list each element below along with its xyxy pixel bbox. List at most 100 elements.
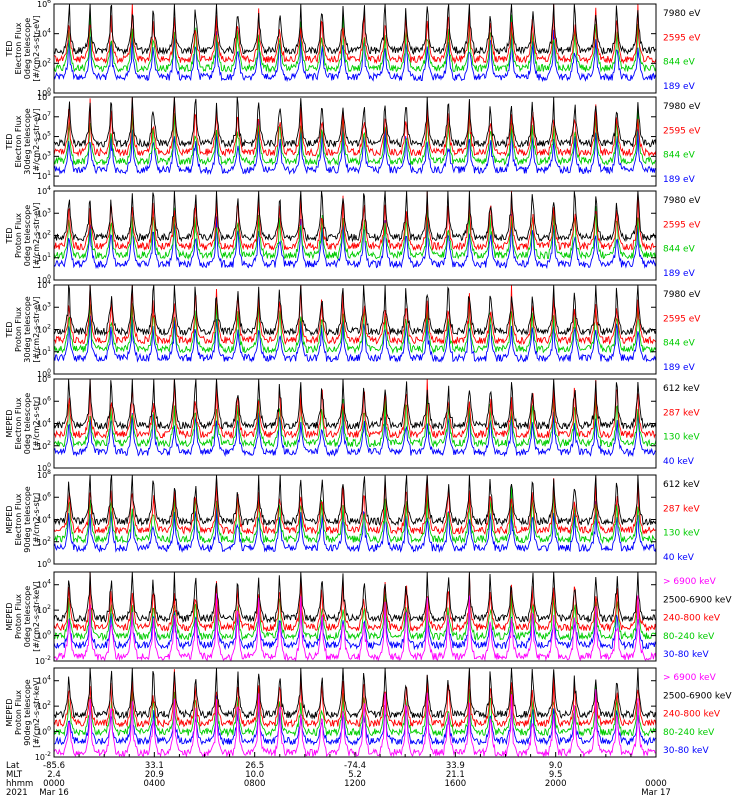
legend-entry-2500-6900-kev: 2500-6900 keV	[663, 691, 732, 701]
y-axis-label: TED Electron Flux 0deg telescope [#/cm2-s-s…	[5, 15, 41, 81]
y-tick-label: 100	[37, 368, 51, 379]
y-axis-label: TED Proton Flux 0deg telescope [#/cm2-s-str…	[5, 202, 41, 268]
legend-entry-7980-ev: 7980 eV	[663, 102, 701, 112]
x-tick-label: 0400	[144, 779, 166, 789]
series-line-6900-kev	[53, 593, 657, 662]
series-line-40-kev	[53, 401, 657, 458]
y-tick-label: 101	[37, 170, 51, 181]
legend-entry-287-kev: 287 keV	[663, 504, 700, 514]
legend-entry-7980-ev: 7980 eV	[663, 196, 701, 206]
series-line-844-ev	[53, 295, 657, 355]
y-label-line: MEPED	[5, 410, 14, 438]
series-line-7980-ev	[53, 3, 657, 56]
y-label-line: Electron Flux	[14, 493, 23, 545]
panel-frame	[53, 96, 657, 187]
x-tick-label: 0000	[43, 779, 65, 789]
legend-entry-40-kev: 40 keV	[663, 457, 695, 467]
y-label-line: MEPED	[5, 506, 14, 534]
x-tick-label: 1600	[445, 779, 467, 789]
series-line-130-kev	[53, 484, 657, 545]
x-tick-label: 21.1	[446, 770, 465, 780]
legend-entry-30-80-kev: 30-80 keV	[663, 650, 709, 660]
y-label-line: Proton Flux	[14, 307, 23, 352]
y-label-line: [#/cm2-s-str-keV]	[32, 677, 41, 748]
legend-entry-6900-kev: > 6900 keV	[663, 577, 717, 587]
y-tick-label: 104	[37, 279, 51, 290]
x-tick-label: 0000	[645, 779, 667, 789]
series-line-30-80-kev	[53, 695, 657, 746]
y-tick-label: 106	[37, 0, 51, 9]
x-row-label: MLT	[6, 770, 23, 780]
y-tick-label: 108	[37, 373, 51, 384]
y-tick-label: 106	[37, 395, 51, 406]
y-label-line: TED	[5, 133, 14, 150]
series-line-189-ev	[53, 29, 657, 83]
x-tick-label: 20.9	[145, 770, 164, 780]
y-label-line: Proton Flux	[14, 594, 23, 639]
series-line-2595-ev	[53, 190, 657, 252]
series-line-612-kev	[53, 474, 657, 527]
y-tick-label: 103	[37, 207, 51, 218]
legend-entry-287-kev: 287 keV	[663, 408, 700, 418]
x-tick-label: 9.0	[549, 761, 563, 771]
series-line-844-ev	[53, 12, 657, 74]
y-tick-label: 104	[37, 28, 51, 39]
y-label-line: 0deg telescope	[23, 393, 32, 454]
y-tick-label: 101	[37, 252, 51, 263]
y-tick-label: 104	[37, 418, 51, 429]
y-label-line: TED	[5, 321, 14, 338]
x-tick-label: Mar 17	[641, 788, 671, 798]
y-tick-label: 105	[37, 131, 51, 142]
y-label-line: 0deg telescope	[23, 18, 32, 79]
y-tick-label: 104	[37, 579, 51, 590]
x-tick-label: 9.5	[549, 770, 563, 780]
y-tick-label: 101	[37, 346, 51, 357]
legend-entry-844-ev: 844 eV	[663, 245, 696, 255]
series-line-80-240-kev	[53, 680, 657, 738]
x-tick-label: -85.6	[43, 761, 65, 771]
series-line-2595-ev	[53, 284, 657, 346]
legend-entry-240-800-kev: 240-800 keV	[663, 614, 721, 624]
y-tick-label: 103	[37, 301, 51, 312]
y-axis-label: MEPED Proton Flux 90deg telescope [#/cm2-s-…	[5, 677, 41, 748]
y-tick-label: 104	[37, 675, 51, 686]
series-line-240-800-kev	[53, 572, 657, 633]
y-tick-label: 100	[37, 462, 51, 473]
y-label-line: [#/cm2-s-str-eV]	[32, 108, 41, 174]
legend-entry-189-ev: 189 eV	[663, 82, 696, 92]
y-label-line: 0deg telescope	[23, 586, 32, 647]
legend-entry-130-kev: 130 keV	[663, 529, 700, 539]
y-label-line: [#/cm2-s-str-eV]	[32, 15, 41, 81]
y-axis-label: MEPED Proton Flux 0deg telescope [#/cm2-s-s…	[5, 581, 41, 652]
series-line-80-240-kev	[54, 593, 657, 642]
y-tick-label: 102	[37, 536, 51, 547]
x-tick-label: 0800	[244, 779, 266, 789]
legend-entry-80-240-kev: 80-240 keV	[663, 728, 715, 738]
legend-entry-130-kev: 130 keV	[663, 433, 700, 443]
y-tick-label: 102	[37, 230, 51, 241]
legend-entry-612-kev: 612 keV	[663, 384, 700, 394]
x-tick-label: 33.1	[145, 761, 164, 771]
y-label-line: Electron Flux	[14, 115, 23, 167]
y-tick-label: 102	[37, 324, 51, 335]
x-tick-label: 26.5	[245, 761, 264, 771]
y-label-line: TED	[5, 227, 14, 244]
series-line-189-ev	[53, 315, 657, 363]
x-row-label: hhmm	[6, 779, 33, 789]
y-label-line: [#/cm2-s-str-keV]	[32, 581, 41, 652]
y-label-line: 90deg telescope	[23, 486, 32, 553]
series-line-7980-ev	[54, 190, 657, 243]
y-tick-label: 104	[37, 185, 51, 196]
series-line-40-kev	[53, 500, 657, 554]
legend-entry-2595-ev: 2595 eV	[663, 314, 701, 324]
series-line-2500-6900-kev	[53, 667, 657, 720]
y-tick-label: 107	[37, 111, 51, 122]
x-axis-labels: Lat -85.6 33.1 26.5 -74.4 33.9 9.0 MLT 2.4 20.9 10…	[6, 752, 671, 798]
legend-entry-40-kev: 40 keV	[663, 553, 695, 563]
y-label-line: MEPED	[5, 699, 14, 727]
legend-entry-7980-ev: 7980 eV	[663, 290, 701, 300]
series-line-287-kev	[53, 378, 656, 440]
